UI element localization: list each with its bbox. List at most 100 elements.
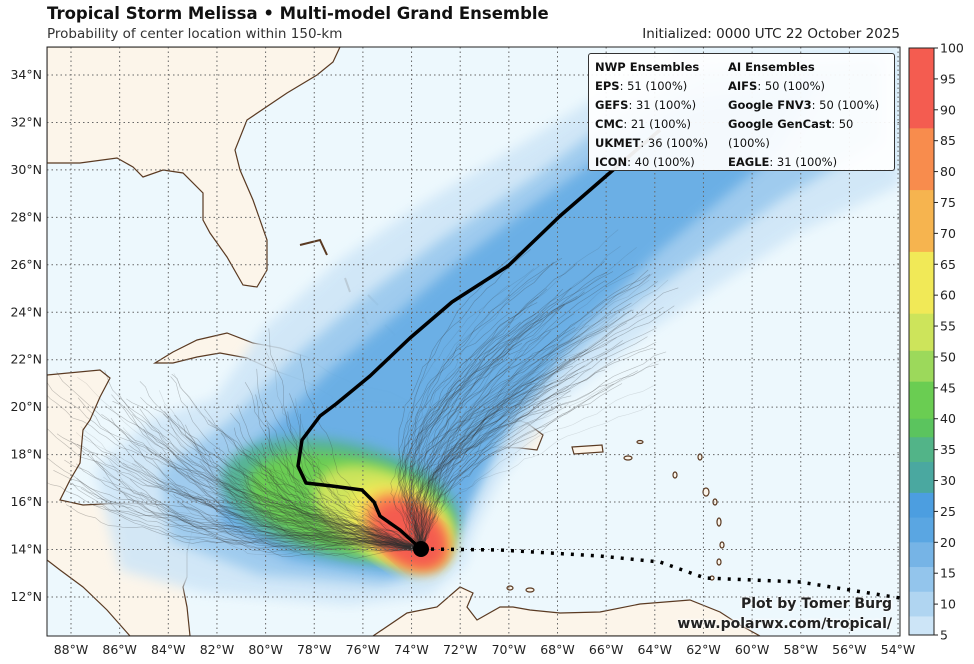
- ensemble-track: [416, 365, 574, 550]
- ensemble-track: [177, 500, 422, 550]
- ensemble-track: [111, 394, 422, 550]
- probability-shading: [95, 50, 900, 605]
- colorbar-segment: [909, 461, 934, 494]
- ensemble-track: [404, 258, 563, 550]
- colorbar-segment: [909, 381, 934, 420]
- nwp-heading: NWP Ensembles: [595, 60, 700, 74]
- ensemble-track: [197, 495, 422, 550]
- ensemble-track: [47, 457, 422, 550]
- ensemble-track: [104, 370, 422, 550]
- ensemble-track: [159, 451, 422, 550]
- colorbar-segment: [909, 418, 934, 438]
- ensemble-track: [249, 471, 422, 551]
- legend-entry: ICON: 40 (100%): [595, 153, 708, 172]
- ensemble-track: [420, 341, 657, 550]
- ensemble-track: [420, 269, 649, 550]
- colorbar-label: 30: [940, 473, 956, 488]
- ensemble-track: [419, 271, 608, 550]
- ensemble-track: [268, 469, 422, 550]
- map-title: Tropical Storm Melissa • Multi-model Gra…: [47, 4, 549, 23]
- ensemble-track: [408, 386, 569, 550]
- credit-url[interactable]: www.polarwx.com/tropical/: [677, 616, 892, 632]
- ensemble-track: [123, 462, 422, 550]
- legend-count: : 21 (100%): [623, 117, 691, 131]
- land-south-america: [371, 586, 761, 636]
- legend-count: : 36 (100%): [640, 136, 709, 150]
- ensemble-track: [170, 376, 422, 550]
- legend-entry: Google FNV3: 50 (100%): [728, 96, 894, 115]
- ensemble-track: [271, 443, 422, 550]
- ensemble-track: [274, 442, 422, 550]
- colorbar-label: 100: [940, 41, 964, 56]
- ensemble-track: [419, 340, 623, 550]
- colorbar-segment: [909, 542, 934, 568]
- colorbar-label: 20: [940, 535, 956, 550]
- lon-label: 84°W: [151, 642, 186, 657]
- lon-label: 86°W: [102, 642, 137, 657]
- ensemble-track: [406, 383, 553, 550]
- graticule: [47, 47, 900, 636]
- ensemble-track: [409, 288, 564, 550]
- ensemble-track: [406, 403, 569, 550]
- ensemble-track: [83, 434, 422, 550]
- colorbar-label: 5: [940, 628, 948, 643]
- ensemble-track: [263, 504, 422, 550]
- ensemble-track: [284, 448, 422, 551]
- legend-entry: UKMET: 36 (100%): [595, 134, 708, 153]
- colorbar-label: 85: [940, 133, 956, 148]
- ensemble-track: [203, 408, 422, 550]
- lat-label: 22°N: [10, 352, 42, 367]
- legend-count: : 31 (100%): [628, 98, 697, 112]
- legend-model: GEFS: [595, 98, 629, 112]
- ensemble-track: [76, 478, 422, 550]
- ensemble-track: [174, 414, 422, 550]
- colorbar-label: 35: [940, 442, 956, 457]
- ensemble-track: [132, 414, 422, 550]
- ensemble-track: [410, 376, 575, 550]
- lon-label: 82°W: [200, 642, 235, 657]
- ai-column: AI Ensembles AIFS: 50 (100%) Google FNV3…: [728, 58, 894, 172]
- ensemble-track: [416, 291, 585, 550]
- ensemble-track: [400, 321, 521, 550]
- ensemble-track: [71, 482, 422, 552]
- colorbar-segment: [909, 492, 934, 519]
- legend-model: Google FNV3: [728, 98, 812, 112]
- ensemble-track: [304, 431, 422, 550]
- ensemble-track: [47, 394, 422, 550]
- legend-count: : 51 (100%): [619, 79, 688, 93]
- lon-label: 64°W: [638, 642, 673, 657]
- colorbar-segment: [909, 128, 934, 191]
- ensemble-track: [213, 448, 422, 550]
- ensemble-track: [418, 279, 607, 550]
- ensemble-track: [419, 245, 621, 550]
- ensemble-track: [268, 328, 422, 550]
- ensemble-track: [414, 389, 571, 550]
- ensemble-track: [75, 463, 422, 550]
- ensemble-track: [390, 359, 507, 550]
- ensemble-track: [420, 247, 637, 550]
- ensemble-track: [420, 347, 654, 550]
- lon-label: 68°W: [540, 642, 575, 657]
- ensemble-track: [420, 358, 666, 550]
- ensemble-track: [420, 279, 669, 550]
- lon-label: 80°W: [248, 642, 283, 657]
- lat-label: 24°N: [10, 304, 42, 319]
- lat-label: 28°N: [10, 209, 42, 224]
- lon-label: 66°W: [589, 642, 624, 657]
- ensemble-track: [419, 322, 627, 550]
- ensemble-track: [237, 404, 422, 550]
- ensemble-track: [410, 395, 572, 550]
- colorbar-segment: [909, 616, 934, 636]
- ensemble-track: [134, 460, 422, 550]
- ensemble-track: [286, 502, 422, 550]
- ensemble-track: [403, 344, 514, 550]
- ensemble-track: [408, 352, 581, 550]
- initialized-time: Initialized: 0000 UTC 22 October 2025: [642, 26, 900, 42]
- ensemble-track: [132, 463, 422, 550]
- colorbar-segment: [909, 437, 934, 463]
- colorbar-segment: [909, 313, 934, 352]
- ensemble-track: [163, 404, 422, 550]
- map-subtitle: Probability of center location within 15…: [47, 26, 343, 42]
- ensemble-track: [411, 263, 578, 550]
- legend-entry: CMC: 21 (100%): [595, 115, 708, 134]
